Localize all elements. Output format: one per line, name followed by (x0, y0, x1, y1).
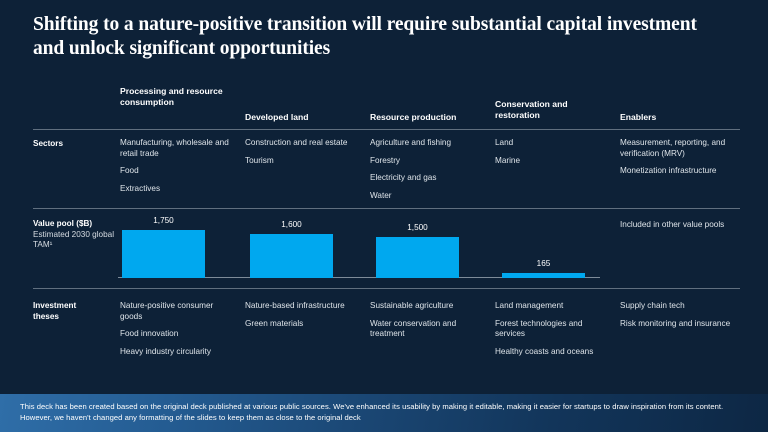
sectors-cell-enablers: Measurement, reporting, and verification… (620, 138, 742, 177)
footer-disclaimer-text: This deck has been created based on the … (20, 402, 724, 422)
theses-cell-processing: Nature-positive consumer goods Food inno… (120, 301, 236, 357)
list-item: Construction and real estate (245, 138, 348, 147)
bar-conservation (502, 273, 585, 278)
list-item: Risk monitoring and insurance (620, 318, 731, 328)
list-item: Tourism (245, 155, 274, 165)
list-item: Food (120, 166, 139, 175)
list-item: Supply chain tech (620, 301, 685, 310)
list-item: Measurement, reporting, and verification… (620, 138, 726, 158)
list-item: Nature-positive consumer goods (120, 301, 214, 321)
list-item: Sustainable agriculture (370, 301, 454, 310)
theses-cell-developed-land: Nature-based infrastructure Green materi… (245, 301, 361, 329)
bar-value-resource-production: 1,500 (407, 223, 428, 232)
row-label-theses-line1: Investment (33, 301, 77, 310)
bar-value-developed-land: 1,600 (281, 220, 302, 229)
column-header-resource-production: Resource production (370, 112, 457, 122)
value-pool-note-enablers: Included in other value pools (620, 220, 738, 231)
value-pool-bar-chart: 1,750 1,600 1,500 165 (118, 216, 618, 278)
theses-cell-conservation: Land management Forest technologies and … (495, 301, 611, 357)
value-pool-note-text: Included in other value pools (620, 220, 725, 229)
list-item: Agriculture and fishing (370, 138, 452, 147)
list-item: Land management (495, 301, 564, 310)
divider-header (33, 129, 740, 130)
chart-baseline (118, 277, 600, 278)
divider-sectors-valuepool (33, 208, 740, 209)
row-label-theses-line2: theses (33, 311, 59, 321)
sectors-cell-conservation: Land Marine (495, 138, 611, 166)
list-item: Water (370, 190, 392, 200)
row-label-value-pool-subtitle: Estimated 2030 global TAM¹ (33, 229, 115, 250)
list-item: Extractives (120, 183, 161, 193)
row-label-value-pool: Value pool ($B) Estimated 2030 global TA… (33, 219, 115, 251)
bar-value-conservation: 165 (536, 259, 551, 268)
list-item: Forestry (370, 155, 401, 165)
theses-cell-resource-production: Sustainable agriculture Water conservati… (370, 301, 486, 340)
column-header-enablers: Enablers (620, 112, 657, 122)
list-item: Heavy industry circularity (120, 346, 211, 356)
row-label-investment-theses: Investment theses (33, 301, 115, 322)
list-item: Land (495, 138, 514, 147)
row-label-sectors: Sectors (33, 139, 64, 148)
bar-developed-land (250, 234, 333, 278)
theses-cell-enablers: Supply chain tech Risk monitoring and in… (620, 301, 742, 329)
list-item: Healthy coasts and oceans (495, 346, 594, 356)
column-header-conservation: Conservation and restoration (495, 99, 568, 120)
list-item: Nature-based infrastructure (245, 301, 345, 310)
bar-resource-production (376, 237, 459, 278)
list-item: Forest technologies and services (495, 318, 583, 339)
column-header-processing: Processing and resource consumption (120, 86, 223, 107)
list-item: Marine (495, 155, 521, 165)
list-item: Green materials (245, 318, 304, 328)
list-item: Manufacturing, wholesale and retail trad… (120, 138, 229, 158)
bar-processing (122, 230, 205, 278)
page-title: Shifting to a nature-positive transition… (33, 14, 697, 59)
list-item: Electricity and gas (370, 173, 437, 182)
list-item: Food innovation (120, 329, 179, 338)
divider-valuepool-theses (33, 288, 740, 289)
list-item: Water conservation and treatment (370, 318, 457, 339)
row-label-value-pool-title: Value pool ($B) (33, 219, 93, 228)
sectors-cell-processing: Manufacturing, wholesale and retail trad… (120, 138, 236, 194)
sectors-cell-resource-production: Agriculture and fishing Forestry Electri… (370, 138, 486, 201)
column-header-developed-land: Developed land (245, 112, 309, 122)
list-item: Monetization infrastructure (620, 166, 717, 175)
footer-banner: This deck has been created based on the … (0, 394, 768, 432)
sectors-cell-developed-land: Construction and real estate Tourism (245, 138, 361, 166)
bar-value-processing: 1,750 (153, 216, 174, 225)
